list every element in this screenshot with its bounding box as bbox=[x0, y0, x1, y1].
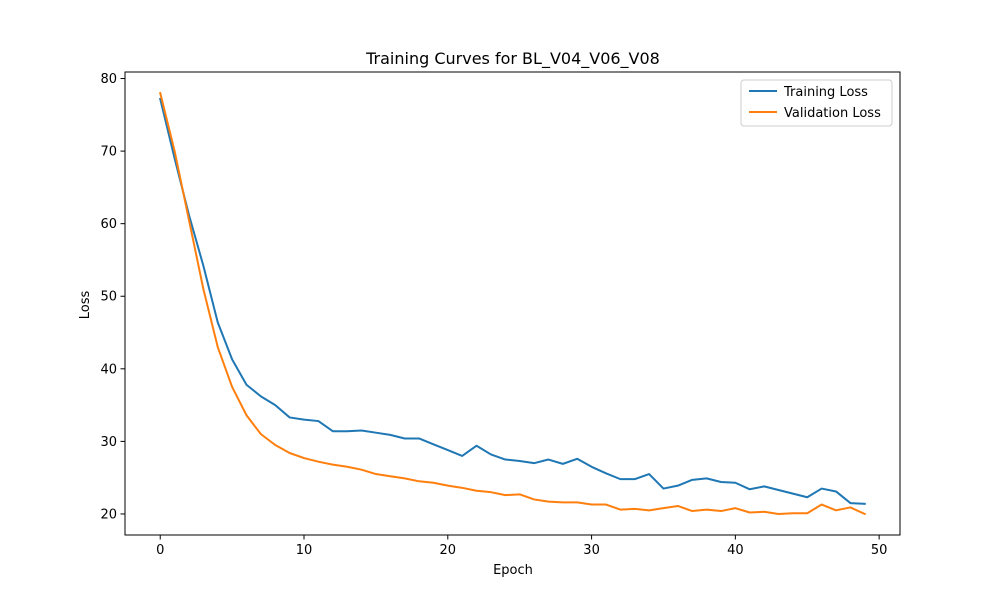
y-axis-label: Loss bbox=[78, 291, 93, 320]
chart-title: Training Curves for BL_V04_V06_V08 bbox=[365, 49, 660, 69]
y-tick-label: 40 bbox=[100, 362, 117, 377]
axes-frame bbox=[124, 71, 901, 536]
y-tick-label: 50 bbox=[100, 290, 117, 305]
x-tick-label: 20 bbox=[440, 543, 457, 558]
y-tick-label: 20 bbox=[100, 507, 117, 522]
y-tick-label: 30 bbox=[100, 435, 117, 450]
x-tick-label: 40 bbox=[727, 543, 744, 558]
series-line-validation-loss bbox=[159, 91, 867, 516]
legend-box bbox=[740, 79, 893, 127]
legend: Training Loss Validation Loss bbox=[740, 79, 893, 127]
plot-area bbox=[159, 91, 867, 516]
x-tick-label: 50 bbox=[871, 543, 888, 558]
legend-label: Validation Loss bbox=[784, 106, 881, 121]
y-tick-label: 80 bbox=[100, 72, 117, 87]
x-tick-label: 0 bbox=[156, 543, 164, 558]
axes: 0 10 20 30 40 50 20 30 40 50 60 70 80 bbox=[100, 71, 901, 558]
x-tick-label: 10 bbox=[296, 543, 313, 558]
legend-label: Training Loss bbox=[783, 85, 868, 100]
series-line-training-loss bbox=[159, 97, 866, 505]
x-tick-label: 30 bbox=[583, 543, 600, 558]
y-tick-label: 70 bbox=[100, 145, 117, 160]
y-tick-label: 60 bbox=[100, 217, 117, 232]
x-axis-label: Epoch bbox=[493, 563, 533, 578]
